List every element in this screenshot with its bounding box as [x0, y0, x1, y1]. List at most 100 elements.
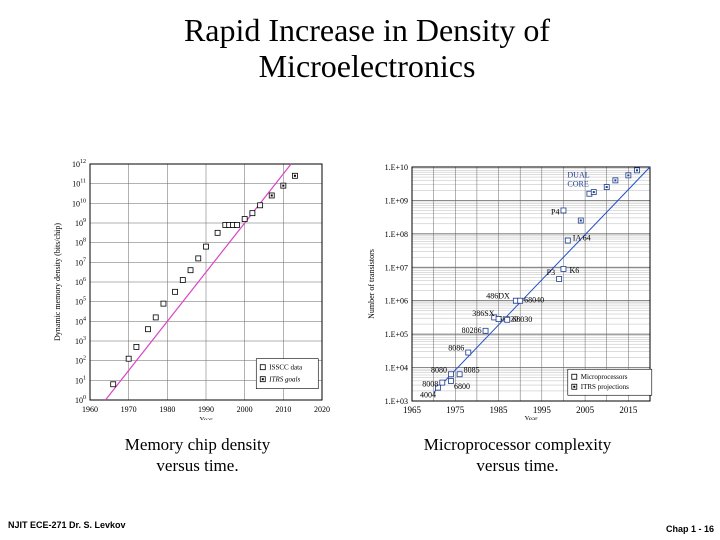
data-point	[234, 222, 240, 228]
y-axis-label: Dynamic memory density (bits/chip)	[53, 223, 62, 341]
x-tick-label: 2010	[275, 405, 291, 414]
footer-course-info: NJIT ECE-271 Dr. S. Levkov	[8, 520, 126, 530]
legend-box	[567, 368, 653, 396]
processor-label: 68040	[524, 296, 544, 305]
goal-point-dot	[270, 194, 273, 197]
processor-point	[439, 379, 446, 386]
processor-label: 8008	[422, 380, 438, 389]
data-point	[152, 314, 159, 321]
processor-point	[465, 349, 472, 356]
processor-point	[560, 207, 567, 214]
processor-point	[448, 371, 454, 378]
y-tick-label: 1012	[72, 159, 86, 169]
x-tick-label: 1960	[82, 405, 98, 414]
y-tick-label: 1.E+10	[385, 163, 408, 172]
data-point	[110, 381, 117, 388]
processor-label: CORE	[567, 180, 588, 189]
x-tick-label: 1995	[533, 405, 552, 415]
microprocessor-complexity-chart: 1965 1975 1985 1995 2005 2015 1.E+03 1.E+04 1.E+…	[367, 163, 653, 420]
y-tick-label: 105	[75, 297, 86, 307]
legend-label-itrs: ITRS projections	[581, 383, 629, 391]
processor-label: 486DX	[486, 292, 510, 301]
data-point	[203, 243, 209, 250]
data-point	[133, 343, 140, 350]
data-point	[187, 267, 194, 274]
x-tick-label: 1990	[198, 405, 214, 414]
legend-marker-microprocessors	[571, 373, 578, 380]
data-point	[125, 355, 132, 362]
processor-label: 4004	[420, 391, 436, 400]
y-tick-label: 107	[75, 257, 86, 267]
processor-label: P3	[547, 268, 555, 277]
caption-microprocessor-line2: versus time.	[476, 456, 559, 475]
footer-page-number: Chap 1 - 16	[665, 524, 714, 534]
x-tick-label: 2005	[576, 405, 595, 415]
slide-title: Rapid Increase in Density of Microelectr…	[0, 12, 720, 84]
x-tick-label: 1985	[490, 405, 509, 415]
y-tick-label: 1.E+03	[385, 397, 408, 406]
y-tick-label: 1.E+06	[385, 297, 408, 306]
caption-memory-chart: Memory chip density versus time.	[90, 434, 305, 476]
y-tick-label: 104	[75, 316, 86, 326]
projection-point-dot	[627, 174, 630, 177]
legend-box	[255, 358, 319, 389]
processor-point	[435, 384, 441, 391]
legend-marker-itrs-dot	[261, 378, 264, 381]
processor-label: K6	[569, 266, 579, 275]
x-tick-label: 2020	[314, 405, 330, 414]
memory-density-chart: 1960 1970 1980 1990 2000 2010 2020 100 101 102 103…	[53, 159, 330, 420]
data-point	[145, 326, 151, 333]
x-tick-label: 2000	[237, 405, 253, 414]
x-tick-label: 2015	[619, 405, 638, 415]
data-point	[214, 229, 221, 236]
goal-point-dot	[282, 184, 285, 187]
y-tick-label: 109	[75, 218, 86, 228]
plot-frame	[89, 163, 323, 401]
processor-label: 6800	[454, 382, 470, 391]
y-tick-label: 108	[75, 238, 86, 248]
y-tick-label: 1.E+07	[385, 263, 408, 272]
x-axis-label: Year	[525, 415, 539, 420]
caption-memory-line1: Memory chip density	[124, 435, 271, 454]
y-tick-label: 1011	[72, 179, 86, 189]
caption-microprocessor-chart: Microprocessor complexity versus time.	[405, 434, 630, 476]
y-tick-label: 1.E+05	[385, 330, 408, 339]
y-tick-label: 1010	[72, 198, 86, 208]
data-point	[179, 277, 186, 283]
data-point	[249, 210, 256, 217]
data-point	[172, 288, 178, 295]
processor-label: 8080	[431, 365, 447, 374]
processor-label: 8086	[448, 344, 464, 353]
data-point	[241, 216, 248, 222]
data-point	[160, 300, 167, 307]
data-point	[195, 255, 202, 262]
y-tick-label: 101	[75, 375, 86, 385]
y-tick-label: 102	[75, 356, 86, 366]
x-tick-label: 1975	[446, 405, 465, 415]
processor-label: P4	[551, 207, 559, 216]
legend-label-microprocessors: Microprocessors	[581, 373, 628, 381]
x-tick-label: 1965	[403, 405, 422, 415]
projection-point-dot	[579, 219, 582, 222]
projection-point-dot	[605, 186, 608, 189]
processor-point	[564, 237, 571, 244]
processor-label: DUAL	[567, 171, 589, 180]
processor-label: IA 64	[573, 234, 591, 243]
data-point	[257, 202, 264, 209]
y-tick-label: 1.E+08	[385, 230, 408, 239]
legend-marker-itrs-dot	[573, 385, 576, 388]
processor-point	[504, 316, 511, 323]
processor-point	[560, 266, 567, 272]
y-tick-label: 1.E+04	[385, 364, 408, 373]
processor-label: 8085	[464, 365, 480, 374]
x-tick-label: 1970	[121, 405, 137, 414]
x-axis-label: Year	[200, 416, 214, 420]
projection-point-dot	[636, 169, 639, 172]
y-tick-label: 100	[75, 395, 86, 405]
processor-point	[495, 316, 502, 323]
goal-point-dot	[293, 174, 296, 177]
processor-label: 80286	[462, 326, 482, 335]
y-tick-label: 106	[75, 277, 86, 287]
projection-point-dot	[614, 179, 617, 182]
processor-point	[456, 371, 463, 378]
